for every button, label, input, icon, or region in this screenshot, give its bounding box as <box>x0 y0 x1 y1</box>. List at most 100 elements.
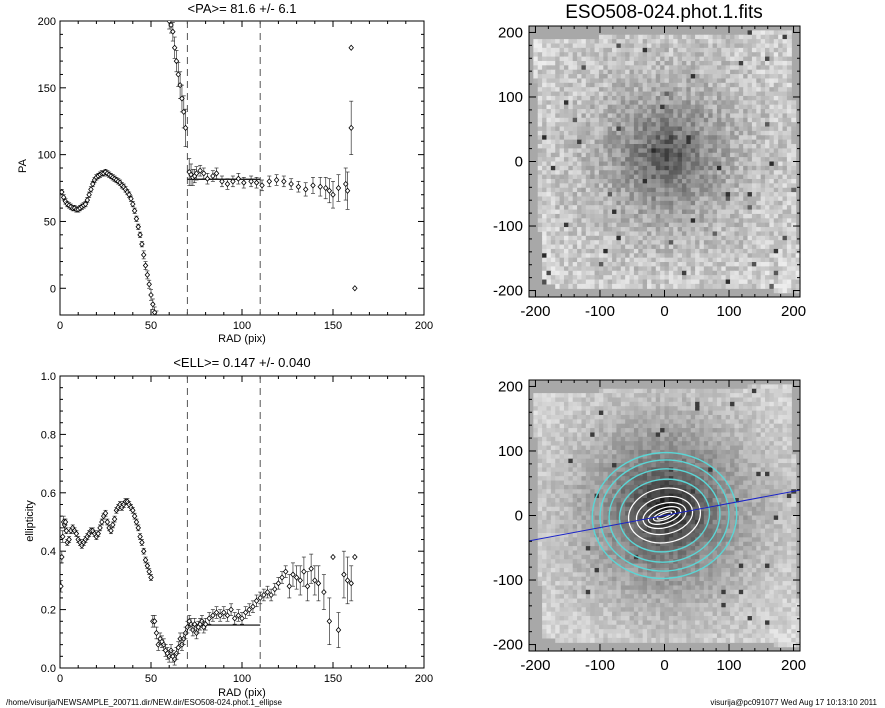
image-pixel <box>577 262 583 267</box>
image-pixel <box>642 196 648 202</box>
image-pixel <box>537 82 543 88</box>
image-pixel <box>647 235 652 241</box>
image-pixel <box>677 205 683 211</box>
image-pixel <box>555 248 561 254</box>
image-pixel <box>756 235 762 241</box>
image-pixel <box>607 270 613 276</box>
image-pixel <box>594 253 600 259</box>
image-pixel <box>773 78 779 84</box>
image-pixel <box>738 410 744 416</box>
x-tick-label: 100 <box>717 303 742 320</box>
image-pixel <box>786 196 792 202</box>
image-pixel <box>716 205 722 211</box>
image-pixel <box>673 397 679 403</box>
image-pixel <box>751 205 757 211</box>
image-pixel <box>773 60 779 66</box>
image-pixel <box>716 279 722 285</box>
image-pixel <box>577 174 583 180</box>
pa-data-points <box>60 21 358 315</box>
image-pixel <box>550 104 556 110</box>
image-pixel <box>743 148 749 154</box>
image-pixel <box>550 200 556 206</box>
image-pixel <box>629 34 635 40</box>
data-point <box>140 548 147 555</box>
image-pixel <box>677 253 683 259</box>
image-pixel <box>681 91 687 97</box>
image-pixel <box>725 270 731 276</box>
image-pixel <box>786 213 792 219</box>
image-pixel <box>730 65 736 71</box>
image-pixel <box>577 200 583 206</box>
image-pixel <box>686 388 692 394</box>
image-pixel <box>668 183 674 189</box>
image-pixel <box>690 257 696 263</box>
image-pixel <box>638 139 644 145</box>
image-pixel <box>642 397 648 403</box>
image-pixel <box>594 240 600 246</box>
data-point <box>151 309 158 315</box>
image-pixel <box>581 130 587 136</box>
image-pixel <box>695 213 701 219</box>
image-pixel <box>716 161 722 167</box>
image-pixel <box>786 231 792 237</box>
image-pixel <box>581 187 587 193</box>
image-pixel <box>555 170 561 176</box>
image-pixel <box>542 122 548 128</box>
image-pixel <box>690 174 696 180</box>
image-pixel <box>633 104 639 110</box>
image-pixel <box>673 152 679 158</box>
image-pixel <box>638 227 644 233</box>
image-pixel <box>616 270 622 276</box>
data-point <box>295 183 302 190</box>
ell-ylabel: ellipticity <box>24 500 36 542</box>
image-pixel <box>773 410 779 416</box>
image-pixel <box>747 100 753 106</box>
image-pixel <box>743 139 749 145</box>
image-pixel <box>594 165 600 171</box>
image-pixel <box>725 126 731 132</box>
image-pixel <box>620 213 626 219</box>
image-pixel <box>765 262 770 267</box>
image-pixel <box>786 104 792 110</box>
image-pixel <box>537 213 543 219</box>
image-pixel <box>603 126 609 132</box>
image-pixel <box>769 170 775 176</box>
image-pixel <box>786 34 792 40</box>
image-pixel <box>559 178 565 184</box>
image-pixel <box>638 388 644 394</box>
image-pixel <box>773 69 779 75</box>
image-pixel <box>563 410 569 416</box>
image-pixel <box>677 95 683 101</box>
y-tick-label: 200 <box>38 16 56 28</box>
image-pixel <box>546 240 552 246</box>
image-pixel <box>542 52 548 58</box>
image-pixel <box>642 209 648 215</box>
image-pixel <box>725 43 731 49</box>
image-pixel <box>550 91 556 97</box>
image-pixel <box>568 240 574 246</box>
image-pixel <box>603 209 609 215</box>
image-pixel <box>699 183 705 189</box>
image-pixel <box>716 152 722 158</box>
image-pixel <box>677 266 683 272</box>
image-pixel <box>695 43 701 49</box>
image-pixel <box>747 30 753 36</box>
image-pixel <box>563 209 569 215</box>
image-pixel <box>603 174 609 180</box>
image-pixel <box>695 130 701 136</box>
image-pixel <box>612 104 618 110</box>
image-pixel <box>660 39 666 45</box>
image-pixel <box>647 283 652 289</box>
image-pixel <box>725 69 731 75</box>
image-pixel <box>751 240 757 246</box>
image-pixel <box>721 152 727 158</box>
image-pixel <box>773 257 779 263</box>
image-pixel <box>708 104 714 110</box>
image-pixel <box>730 410 736 416</box>
image-pixel <box>651 262 657 267</box>
image-pixel <box>677 406 683 412</box>
image-pixel <box>616 257 622 263</box>
image-pixel <box>660 74 666 80</box>
image-pixel <box>594 104 600 110</box>
image-pixel <box>594 82 600 88</box>
